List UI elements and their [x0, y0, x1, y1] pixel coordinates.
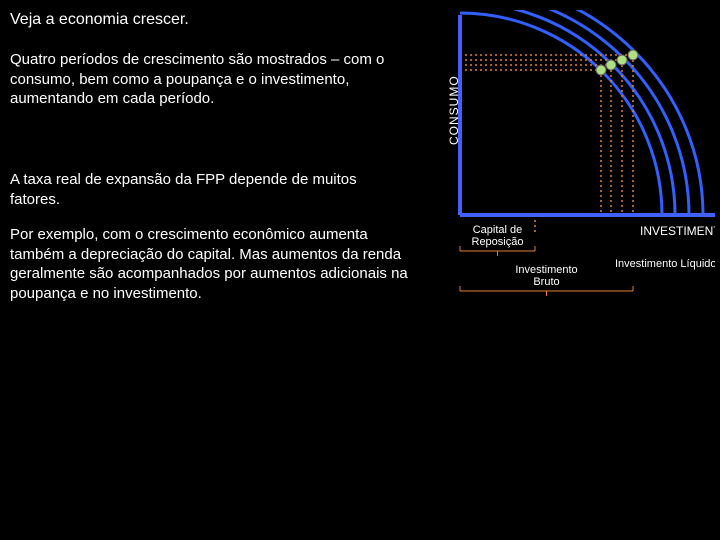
svg-text:Capital de: Capital de	[473, 224, 523, 236]
svg-text:Reposição: Reposição	[472, 236, 524, 248]
svg-text:Investimento Líquido: Investimento Líquido	[615, 258, 715, 270]
y-axis-label: CONSUMO	[447, 75, 461, 145]
svg-text:Investimento: Investimento	[515, 264, 577, 276]
page-title: Veja a economia crescer.	[10, 10, 189, 31]
chart-svg: Capital deReposição InvestimentoBruto INVE…	[435, 10, 715, 330]
ppf-chart: CONSUMO Capital deReposição InvestimentoB…	[435, 10, 715, 330]
paragraph-1: Quatro períodos de crescimento são mostr…	[10, 50, 410, 109]
svg-text:INVESTIMENTO: INVESTIMENTO	[640, 224, 715, 238]
paragraph-2: A taxa real de expansão da FPP depende d…	[10, 170, 410, 209]
svg-text:Bruto: Bruto	[533, 276, 559, 288]
paragraph-3: Por exemplo, com o crescimento econômico…	[10, 225, 410, 303]
